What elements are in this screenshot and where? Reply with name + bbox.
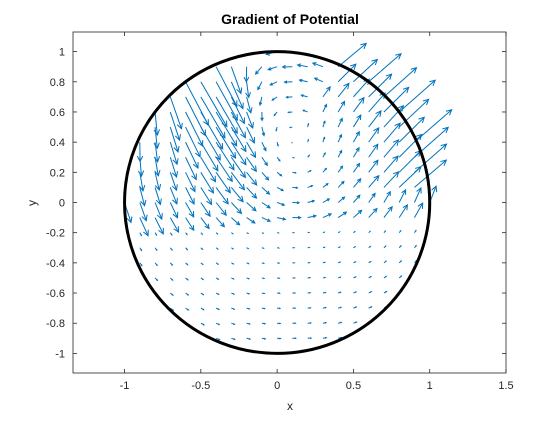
vector-arrow [277,278,279,279]
vector-arrow [292,278,294,279]
y-axis-label: y [25,200,39,206]
y-tick-label: -1 [55,348,65,360]
y-tick-label: 0 [59,198,65,210]
vector-arrow [292,323,295,324]
vector-arrow [292,308,295,309]
vector-arrow [292,263,294,264]
vector-arrow [308,323,311,324]
y-tick-label: 0.6 [50,107,65,119]
y-tick-label: -0.4 [46,258,65,270]
y-tick-label: 0.8 [50,77,65,89]
y-tick-label: 0.4 [50,137,65,149]
vector-arrow [308,247,310,248]
vector-arrow [308,262,310,263]
vector-arrow [308,277,310,278]
y-tick-label: 1 [59,47,65,59]
vector-arrow [262,233,264,234]
y-tick-label: -0.6 [46,288,65,300]
y-tick-label: -0.8 [46,318,65,330]
vector-arrow [292,293,295,294]
vector-arrow [292,338,295,339]
y-tick-label: 0.2 [50,167,65,179]
vector-arrow [308,307,311,308]
vector-arrow [277,323,280,324]
x-tick-label: 0 [274,380,280,392]
vector-arrow [277,293,280,294]
plot-background [73,32,506,373]
vector-arrow [277,308,280,309]
vector-arrow [323,247,325,248]
vector-arrow [323,262,325,263]
x-tick-label: 0.5 [346,380,361,392]
vector-arrow [277,263,279,264]
x-tick-label: 1 [427,380,433,392]
vector-arrow [277,248,279,249]
y-tick-label: -0.2 [46,228,65,240]
vector-arrow [292,157,294,158]
x-tick-label: 1.5 [498,380,513,392]
x-tick-label: -1 [120,380,130,392]
vector-arrow [292,247,294,248]
vector-arrow [323,232,325,233]
vector-arrow [308,292,311,293]
x-axis-label: x [287,399,293,413]
x-tick-label: -0.5 [191,380,210,392]
chart-title: Gradient of Potential [221,11,359,27]
vector-arrow [262,263,264,264]
vector-arrow [262,248,264,249]
